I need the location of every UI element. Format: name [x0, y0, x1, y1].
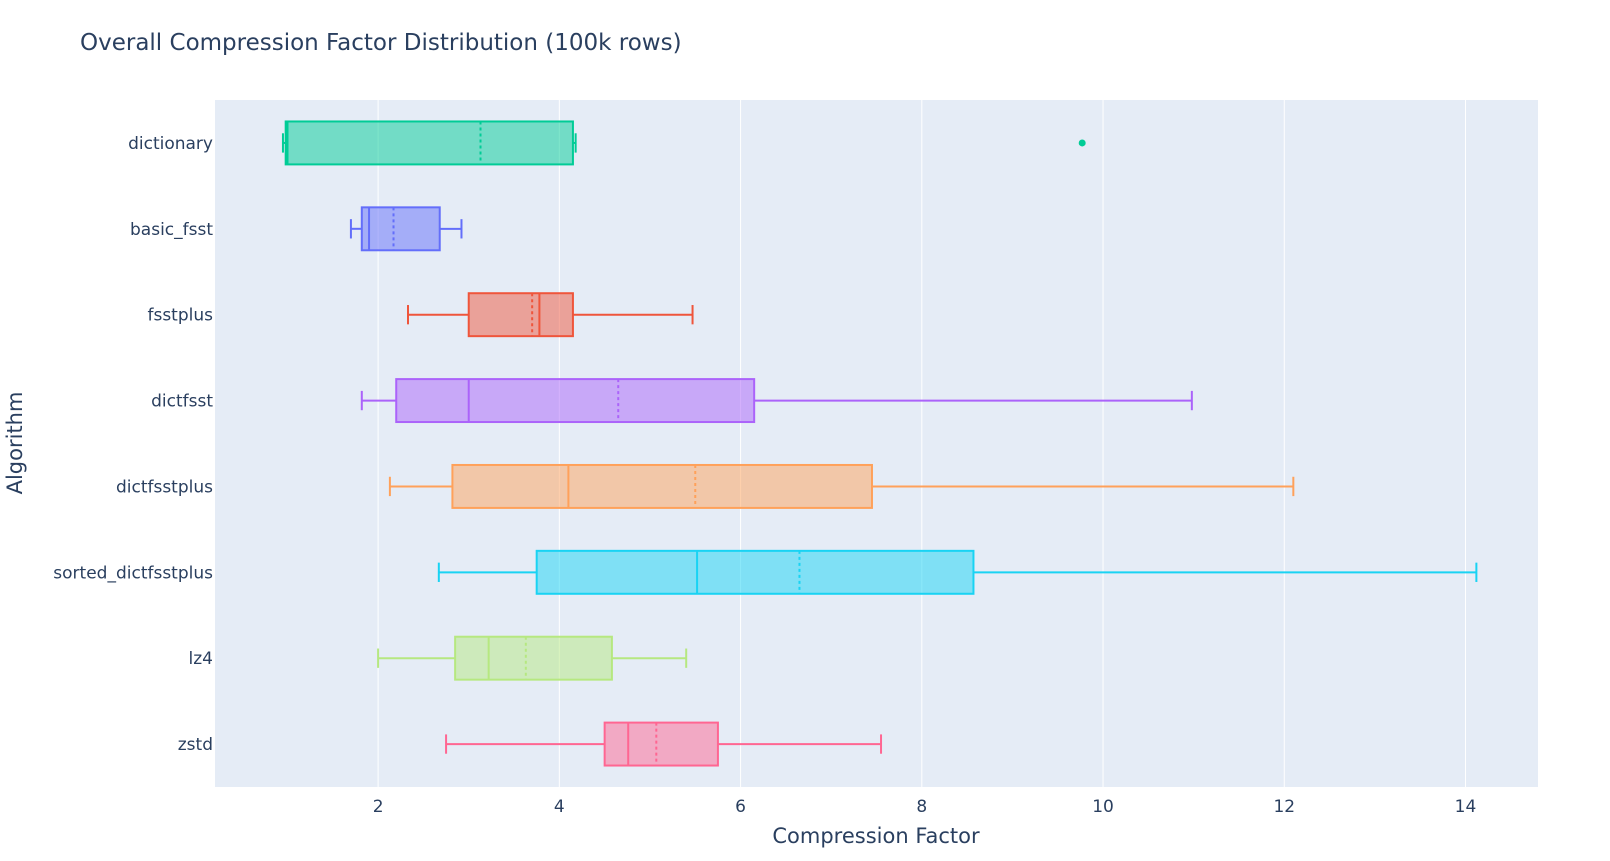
x-axis-title: Compression Factor	[772, 824, 980, 848]
box-dictionary[interactable]	[281, 120, 1086, 166]
y-tick-label-basic-fsst: basic_fsst	[130, 220, 213, 240]
x-tick-label-2: 2	[373, 797, 384, 817]
box-basic-fsst[interactable]	[349, 206, 463, 252]
box-dictfsst[interactable]	[360, 378, 1193, 424]
y-tick-label-sorted-dictfsstplus: sorted_dictfsstplus	[53, 563, 213, 583]
iqr-box-dictfsstplus	[451, 463, 873, 509]
box-lz4[interactable]	[377, 635, 688, 681]
chart-title: Overall Compression Factor Distribution …	[80, 30, 682, 56]
y-tick-label-lz4: lz4	[189, 649, 213, 669]
iqr-box-lz4	[454, 635, 613, 681]
box-series	[281, 120, 1478, 767]
iqr-box-dictfsst	[395, 378, 756, 424]
iqr-box-basic-fsst	[360, 206, 441, 252]
plot-area	[215, 100, 1538, 787]
box-dictfsstplus[interactable]	[388, 463, 1295, 509]
box-zstd[interactable]	[445, 721, 883, 767]
y-tick-label-dictfsst: dictfsst	[151, 392, 213, 412]
x-tick-label-12: 12	[1273, 797, 1295, 817]
x-tick-label-10: 10	[1092, 797, 1114, 817]
iqr-box-fsstplus	[467, 292, 574, 338]
box-fsstplus[interactable]	[407, 292, 694, 338]
y-tick-label-dictfsstplus: dictfsstplus	[116, 477, 213, 497]
x-tick-label-14: 14	[1455, 797, 1477, 817]
x-tick-label-8: 8	[916, 797, 927, 817]
y-tick-label-zstd: zstd	[178, 735, 213, 755]
iqr-box-dictionary	[284, 120, 574, 166]
y-axis-ticks: dictionary basic_fsst fsstplus dictfsst dict…	[53, 134, 213, 755]
box-sorted-dictfsstplus[interactable]	[437, 549, 1478, 595]
y-axis-title: Algorithm	[3, 392, 27, 495]
iqr-box-sorted-dictfsstplus	[535, 549, 975, 595]
x-tick-label-4: 4	[554, 797, 565, 817]
y-tick-label-dictionary: dictionary	[128, 134, 213, 154]
x-tick-label-6: 6	[735, 797, 746, 817]
outlier-dictionary-0[interactable]	[1078, 139, 1086, 147]
iqr-box-zstd	[603, 721, 719, 767]
grid-lines	[377, 100, 1467, 787]
x-axis-ticks: 2 4 6 8 10 12 14	[373, 797, 1477, 817]
y-tick-label-fsstplus: fsstplus	[147, 306, 213, 326]
